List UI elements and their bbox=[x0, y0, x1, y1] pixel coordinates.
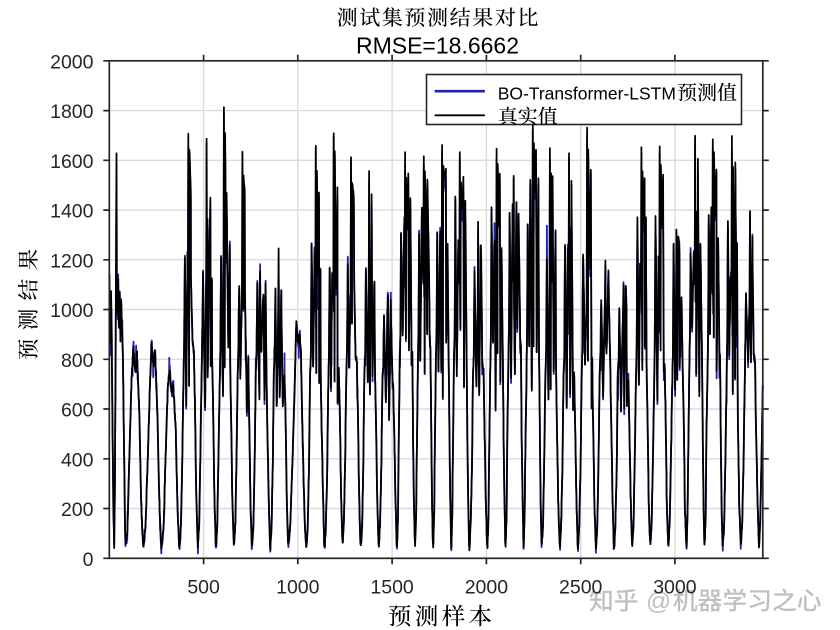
svg-text:0: 0 bbox=[83, 549, 94, 571]
svg-text:2000: 2000 bbox=[465, 577, 509, 599]
svg-text:200: 200 bbox=[61, 499, 94, 521]
svg-text:1800: 1800 bbox=[50, 101, 94, 123]
svg-text:3000: 3000 bbox=[653, 577, 697, 599]
svg-text:RMSE=18.6662: RMSE=18.6662 bbox=[356, 33, 519, 59]
svg-text:800: 800 bbox=[61, 350, 94, 372]
svg-text:1200: 1200 bbox=[50, 250, 94, 272]
svg-text:2500: 2500 bbox=[559, 577, 603, 599]
svg-text:2000: 2000 bbox=[50, 51, 94, 73]
svg-text:1500: 1500 bbox=[370, 577, 414, 599]
svg-text:1000: 1000 bbox=[50, 300, 94, 322]
svg-text:400: 400 bbox=[61, 449, 94, 471]
svg-text:1000: 1000 bbox=[276, 577, 320, 599]
svg-text:@: @ bbox=[646, 589, 671, 616]
svg-text:1400: 1400 bbox=[50, 201, 94, 223]
svg-text:600: 600 bbox=[61, 400, 94, 422]
svg-text:1600: 1600 bbox=[50, 151, 94, 173]
svg-text:500: 500 bbox=[187, 577, 220, 599]
svg-text:BO-Transformer-LSTM: BO-Transformer-LSTM bbox=[498, 84, 676, 104]
